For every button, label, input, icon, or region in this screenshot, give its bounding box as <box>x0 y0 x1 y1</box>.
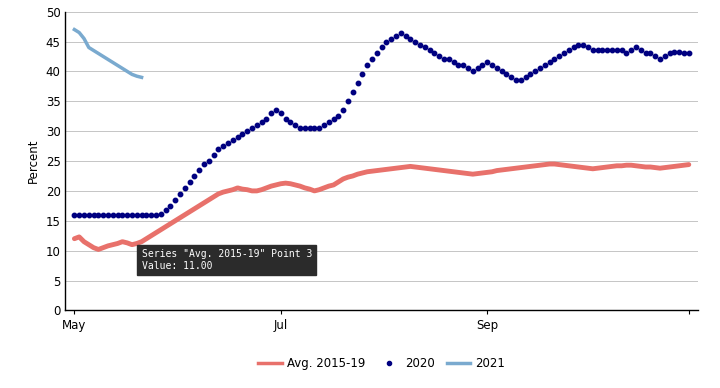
Text: Series "Avg. 2015-19" Point 3
Value: 11.00: Series "Avg. 2015-19" Point 3 Value: 11.… <box>142 249 312 270</box>
Legend: Avg. 2015-19, 2020, 2021: Avg. 2015-19, 2020, 2021 <box>258 357 505 370</box>
Y-axis label: Percent: Percent <box>27 139 40 183</box>
